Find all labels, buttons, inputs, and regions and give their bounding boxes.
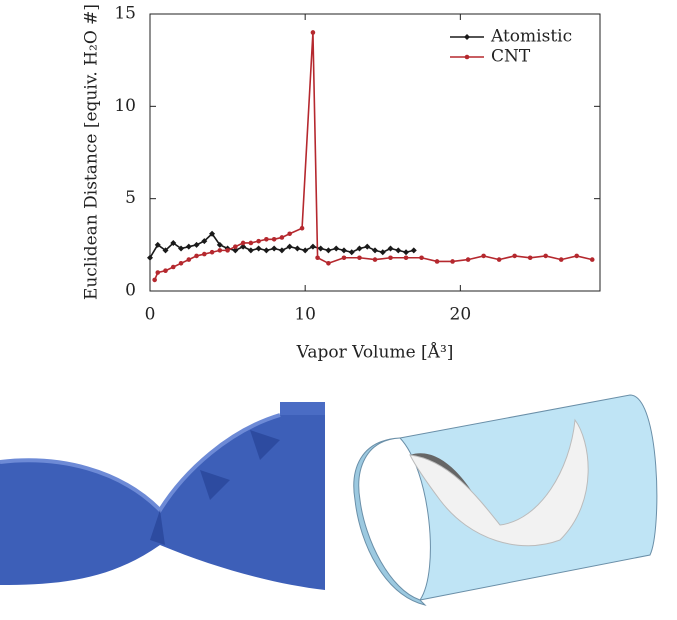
data-point xyxy=(178,261,184,266)
data-point xyxy=(299,225,305,231)
legend-marker xyxy=(464,34,470,40)
data-point xyxy=(574,253,580,259)
data-point xyxy=(170,264,176,270)
data-point xyxy=(348,249,355,256)
data-point xyxy=(372,257,378,262)
data-point xyxy=(278,247,285,254)
legend-marker xyxy=(464,54,470,60)
data-point xyxy=(315,255,320,261)
data-point xyxy=(309,243,316,250)
data-point xyxy=(178,245,185,252)
data-point xyxy=(543,253,548,259)
data-point xyxy=(558,257,564,262)
data-point xyxy=(154,241,161,248)
data-point xyxy=(357,255,362,261)
data-point xyxy=(419,255,424,261)
data-point xyxy=(162,247,169,254)
data-point xyxy=(372,247,378,254)
data-point xyxy=(225,248,230,253)
x-tick-label: 20 xyxy=(450,305,472,325)
data-point xyxy=(387,245,394,252)
data-point xyxy=(240,243,247,250)
data-point xyxy=(317,245,324,252)
data-point xyxy=(333,245,340,252)
data-point xyxy=(326,261,331,266)
data-point xyxy=(216,241,223,248)
data-point xyxy=(527,255,533,261)
data-point xyxy=(209,230,216,237)
data-point xyxy=(247,247,254,254)
x-axis-label: Vapor Volume [Å³] xyxy=(296,342,454,363)
tube-render xyxy=(0,402,325,590)
data-point xyxy=(340,247,347,254)
data-point xyxy=(364,243,371,250)
y-tick-label: 10 xyxy=(114,96,136,116)
data-point xyxy=(286,243,293,250)
data-point xyxy=(410,247,417,254)
data-point xyxy=(450,259,455,264)
data-point xyxy=(341,255,347,261)
data-point xyxy=(310,30,316,35)
data-point xyxy=(395,247,402,254)
data-point xyxy=(287,231,292,237)
data-point xyxy=(356,245,363,252)
data-point xyxy=(302,247,309,254)
data-point xyxy=(217,248,223,253)
data-point xyxy=(403,255,409,261)
data-point xyxy=(263,247,270,254)
y-tick-label: 15 xyxy=(114,4,136,24)
data-point xyxy=(147,254,153,261)
data-point xyxy=(209,249,215,255)
data-point xyxy=(379,249,386,256)
series-line xyxy=(153,32,593,281)
data-point xyxy=(589,257,595,262)
x-tick-label: 10 xyxy=(294,305,316,325)
data-point xyxy=(325,247,332,254)
data-point xyxy=(256,238,261,244)
data-point xyxy=(279,235,285,240)
y-axis-label: Euclidean Distance [equiv. H₂O #] xyxy=(82,4,102,300)
legend-label: Atomistic xyxy=(490,27,572,47)
data-point xyxy=(201,238,208,245)
data-point xyxy=(388,255,393,261)
data-point xyxy=(232,247,239,254)
y-tick-label: 5 xyxy=(125,188,136,208)
data-point xyxy=(185,243,192,250)
data-point xyxy=(481,253,486,259)
data-point xyxy=(248,240,254,246)
data-point xyxy=(271,236,277,242)
data-point xyxy=(155,270,161,275)
data-point xyxy=(403,249,410,256)
data-point xyxy=(512,253,517,259)
data-point xyxy=(163,268,168,273)
data-point xyxy=(186,257,192,262)
data-point xyxy=(465,257,471,262)
data-point xyxy=(294,245,301,252)
x-tick-label: 0 xyxy=(145,305,156,325)
cylinder-render xyxy=(353,394,658,606)
legend-label: CNT xyxy=(491,47,531,67)
data-point xyxy=(434,259,440,264)
data-point xyxy=(240,240,246,246)
data-point xyxy=(194,253,199,259)
data-point xyxy=(233,244,238,249)
data-point xyxy=(202,251,207,257)
data-point xyxy=(193,241,200,248)
data-point xyxy=(271,245,278,252)
plot-frame xyxy=(149,13,601,292)
data-point xyxy=(255,245,262,252)
data-point xyxy=(264,236,269,242)
data-point xyxy=(152,277,157,283)
y-tick-label: 0 xyxy=(125,281,136,301)
data-point xyxy=(496,257,502,262)
data-point xyxy=(170,239,177,246)
